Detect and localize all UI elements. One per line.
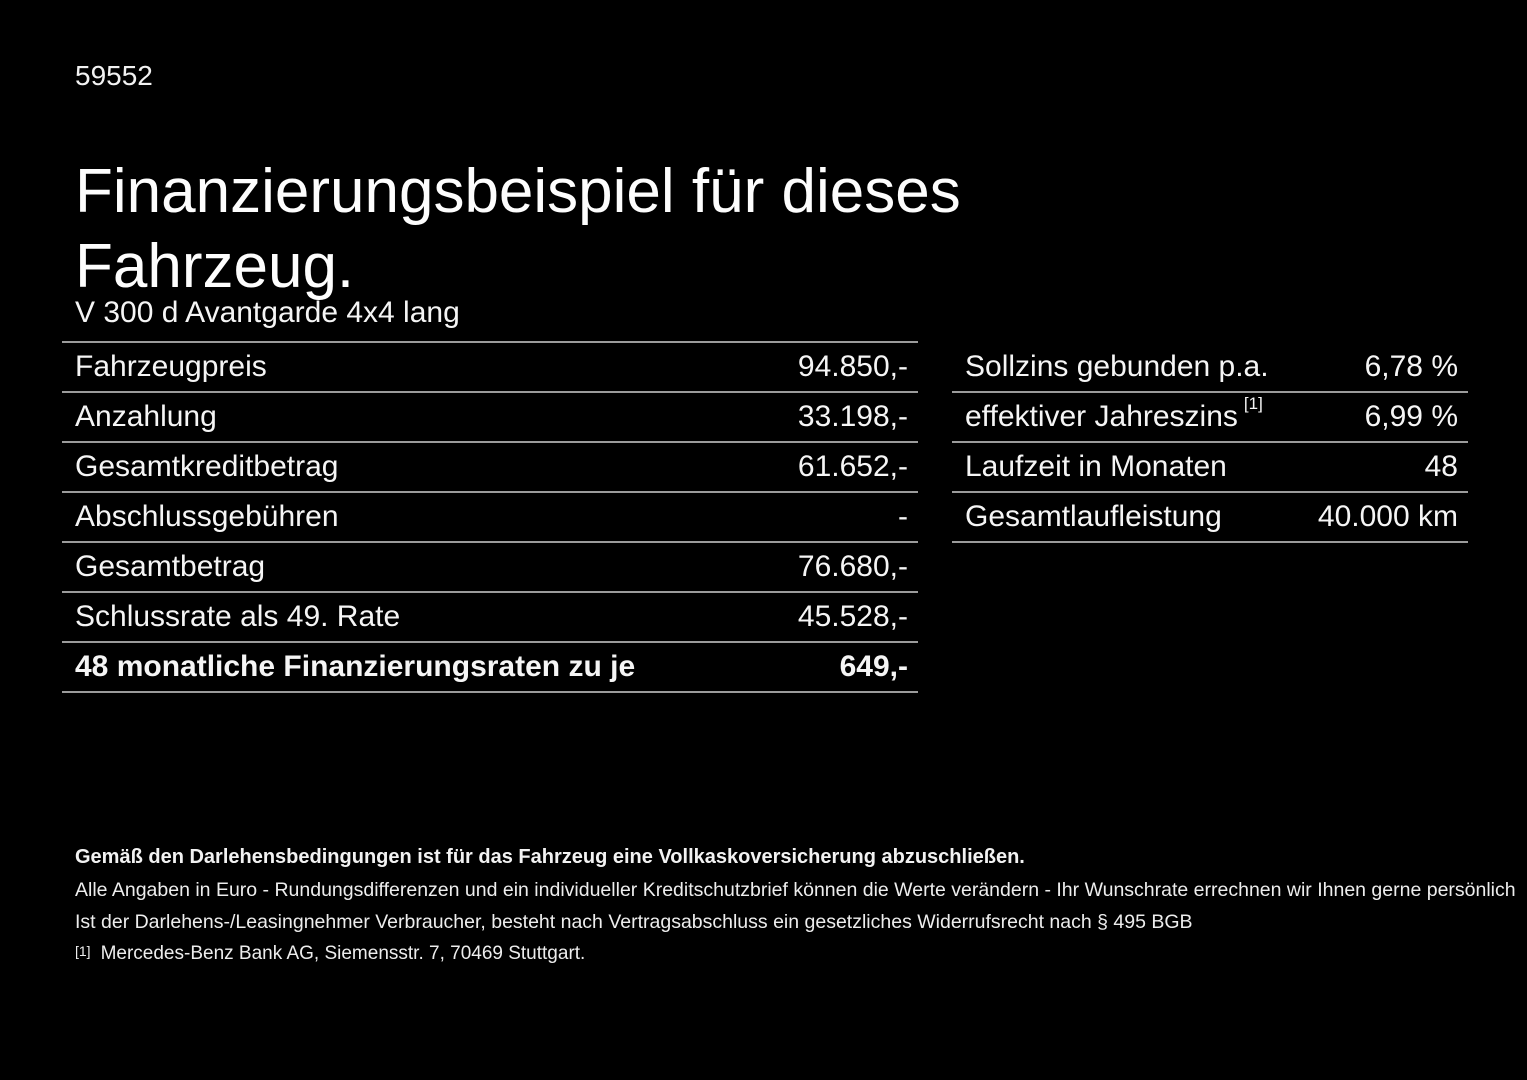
table-row-final-rate: Schlussrate als 49. Rate 45.528,- bbox=[62, 593, 918, 643]
row-value: 6,99 % bbox=[1364, 400, 1458, 433]
row-label: Gesamtbetrag bbox=[75, 550, 266, 583]
table-row-total-amount: Gesamtbetrag 76.680,- bbox=[62, 543, 918, 593]
financing-table: Fahrzeugpreis 94.850,- Anzahlung 33.198,… bbox=[62, 341, 918, 693]
row-label: Fahrzeugpreis bbox=[75, 350, 267, 383]
row-label: effektiver Jahreszins [1] bbox=[965, 394, 1263, 434]
footnote-disclaimer-2: Ist der Darlehens-/Leasingnehmer Verbrau… bbox=[75, 911, 1193, 933]
row-value: 45.528,- bbox=[797, 600, 908, 633]
vehicle-model: V 300 d Avantgarde 4x4 lang bbox=[75, 296, 460, 329]
row-label: Gesamtlaufleistung bbox=[965, 500, 1222, 533]
row-value: 33.198,- bbox=[797, 400, 908, 433]
table-row-term-months: Laufzeit in Monaten 48 bbox=[952, 443, 1468, 493]
row-value: 40.000 km bbox=[1317, 500, 1458, 533]
row-label: Sollzins gebunden p.a. bbox=[965, 350, 1269, 383]
footnote-disclaimer-1: Alle Angaben in Euro - Rundungsdifferenz… bbox=[75, 879, 1516, 901]
footnote-marker: [1] bbox=[1243, 394, 1263, 413]
row-value: 48 bbox=[1424, 450, 1458, 483]
footnote-reference-text: Mercedes-Benz Bank AG, Siemensstr. 7, 70… bbox=[100, 943, 586, 964]
page-title: Finanzierungsbeispiel für dieses Fahrzeu… bbox=[75, 156, 961, 301]
row-value: 76.680,- bbox=[797, 550, 908, 583]
row-value: 94.850,- bbox=[797, 350, 908, 383]
row-value: 61.652,- bbox=[797, 450, 908, 483]
row-label: Abschlussgebühren bbox=[75, 500, 339, 533]
row-value: - bbox=[898, 500, 908, 533]
row-value: 649,- bbox=[839, 650, 908, 683]
footnote-reference-marker: [1] bbox=[75, 943, 91, 959]
table-row-vehicle-price: Fahrzeugpreis 94.850,- bbox=[62, 343, 918, 393]
table-row-effective-interest: effektiver Jahreszins [1] 6,99 % bbox=[952, 393, 1468, 443]
table-row-down-payment: Anzahlung 33.198,- bbox=[62, 393, 918, 443]
table-row-total-credit: Gesamtkreditbetrag 61.652,- bbox=[62, 443, 918, 493]
row-label-text: effektiver Jahreszins bbox=[965, 400, 1238, 433]
row-label: 48 monatliche Finanzierungsraten zu je bbox=[75, 650, 636, 683]
footnote-bank-reference: [1] Mercedes-Benz Bank AG, Siemensstr. 7,… bbox=[75, 943, 585, 965]
table-row-monthly-rate: 48 monatliche Finanzierungsraten zu je 6… bbox=[62, 643, 918, 693]
row-label: Schlussrate als 49. Rate bbox=[75, 600, 401, 633]
conditions-table: Sollzins gebunden p.a. 6,78 % effektiver… bbox=[952, 343, 1468, 543]
table-row-total-mileage: Gesamtlaufleistung 40.000 km bbox=[952, 493, 1468, 543]
footnote-insurance: Gemäß den Darlehensbedingungen ist für d… bbox=[75, 846, 1025, 868]
table-row-nominal-interest: Sollzins gebunden p.a. 6,78 % bbox=[952, 343, 1468, 393]
table-row-closing-fees: Abschlussgebühren - bbox=[62, 493, 918, 543]
row-value: 6,78 % bbox=[1364, 350, 1458, 383]
row-label: Laufzeit in Monaten bbox=[965, 450, 1227, 483]
row-label: Gesamtkreditbetrag bbox=[75, 450, 339, 483]
row-label: Anzahlung bbox=[75, 400, 217, 433]
offer-number: 59552 bbox=[75, 60, 153, 91]
